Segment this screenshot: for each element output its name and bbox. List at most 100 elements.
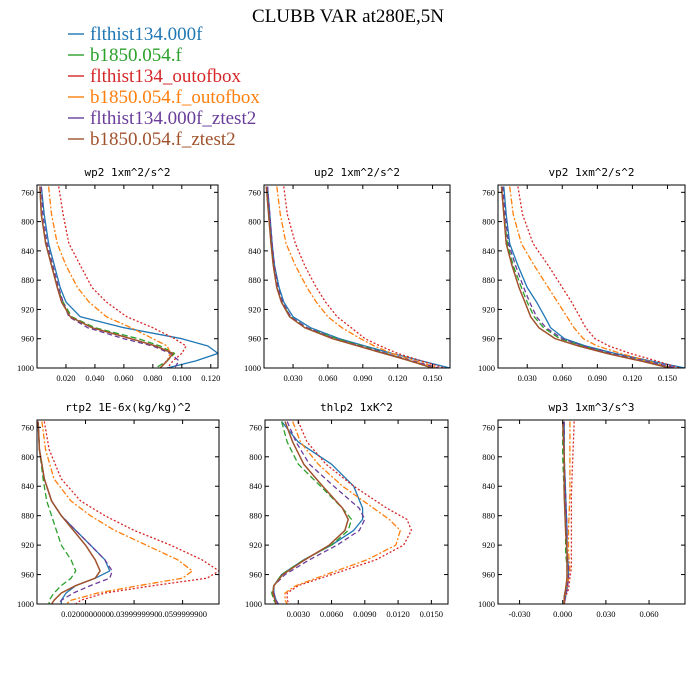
panel-title: wp3 1xm^3/s^3 bbox=[548, 401, 634, 414]
series-line bbox=[265, 186, 433, 368]
x-tick-label: 0.030 bbox=[596, 609, 615, 619]
y-tick-label: 880 bbox=[482, 275, 495, 285]
y-tick-label: 760 bbox=[248, 187, 261, 197]
y-tick-label: 1000 bbox=[244, 363, 261, 373]
y-tick-label: 920 bbox=[482, 540, 495, 550]
series-line bbox=[273, 421, 366, 604]
y-tick-label: 840 bbox=[21, 481, 34, 491]
panel: vp2 1xm^2/s^2 760 800 840 880 920 960 1000 0.030… bbox=[478, 166, 686, 383]
series-line bbox=[500, 186, 670, 368]
series-line bbox=[503, 186, 685, 368]
series-line bbox=[284, 421, 401, 604]
panel: rtp2 1E-6x(kg/kg)^2 760 800 840 880 920 960 100… bbox=[17, 401, 220, 619]
x-tick-label: 0.0150 bbox=[420, 609, 443, 619]
x-tick-label: 0.0120 bbox=[386, 609, 409, 619]
plot-frame bbox=[497, 419, 686, 605]
y-tick-label: 1000 bbox=[17, 363, 34, 373]
plot-frame bbox=[36, 184, 219, 369]
y-tick-label: 840 bbox=[482, 246, 495, 256]
panel: wp2 1xm^2/s^2 760 800 840 880 920 960 1000 0.020… bbox=[17, 166, 220, 383]
series-line bbox=[266, 186, 450, 368]
panel-title: thlp2 1xK^2 bbox=[320, 401, 393, 414]
y-tick-label: 960 bbox=[248, 334, 261, 344]
series-line bbox=[39, 186, 174, 368]
series-line bbox=[41, 421, 193, 604]
x-tick-label: 0.0399999990 bbox=[110, 609, 159, 619]
legend-entry: flthist134.000f bbox=[90, 24, 203, 45]
y-tick-label: 960 bbox=[249, 570, 262, 580]
x-tick-label: 0.150 bbox=[423, 373, 442, 383]
plot-frame bbox=[36, 419, 220, 605]
x-tick-label: 0.090 bbox=[353, 373, 372, 383]
y-tick-label: 1000 bbox=[17, 599, 34, 609]
y-tick-label: 880 bbox=[21, 511, 34, 521]
panel-title: wp2 1xm^2/s^2 bbox=[84, 166, 170, 179]
y-tick-label: 800 bbox=[248, 217, 261, 227]
series-line bbox=[276, 186, 439, 368]
x-tick-label: 0.0060 bbox=[320, 609, 343, 619]
y-tick-label: 760 bbox=[482, 187, 495, 197]
x-tick-label: 0.0200000000 bbox=[61, 609, 110, 619]
series-line bbox=[272, 421, 349, 604]
series-line bbox=[43, 421, 219, 604]
x-tick-label: 0.0599999900 bbox=[158, 609, 207, 619]
series-line bbox=[37, 421, 111, 604]
legend-entry: flthist134_outofbox bbox=[90, 66, 241, 87]
y-tick-label: 840 bbox=[482, 481, 495, 491]
y-tick-label: 1000 bbox=[245, 599, 262, 609]
y-tick-label: 760 bbox=[21, 187, 34, 197]
y-tick-label: 880 bbox=[248, 275, 261, 285]
x-tick-label: 0.120 bbox=[623, 373, 642, 383]
series-line bbox=[37, 421, 77, 604]
y-tick-label: 880 bbox=[482, 511, 495, 521]
panel-title: vp2 1xm^2/s^2 bbox=[548, 166, 634, 179]
y-tick-label: 840 bbox=[248, 246, 261, 256]
y-tick-label: 880 bbox=[249, 511, 262, 521]
legend-entry: b1850.054.f_ztest2 bbox=[90, 129, 236, 150]
x-tick-label: 0.0090 bbox=[353, 609, 376, 619]
y-tick-label: 920 bbox=[249, 540, 262, 550]
y-tick-label: 840 bbox=[21, 246, 34, 256]
y-tick-label: 960 bbox=[482, 334, 495, 344]
y-tick-label: 800 bbox=[482, 217, 495, 227]
series-line bbox=[286, 421, 413, 604]
x-tick-label: 0.090 bbox=[588, 373, 607, 383]
x-tick-label: 0.000 bbox=[553, 609, 572, 619]
legend-entry: b1850.054.f bbox=[90, 45, 183, 66]
y-tick-label: 920 bbox=[482, 304, 495, 314]
series-line bbox=[40, 186, 180, 368]
legend-entry: b1850.054.f_outofbox bbox=[90, 87, 260, 108]
legend: flthist134.000fb1850.054.fflthist134_out… bbox=[68, 24, 260, 150]
series-line bbox=[37, 421, 113, 604]
x-tick-label: 0.040 bbox=[85, 373, 104, 383]
x-tick-label: 0.150 bbox=[658, 373, 677, 383]
y-tick-label: 800 bbox=[249, 452, 262, 462]
y-tick-label: 800 bbox=[21, 452, 34, 462]
panel: thlp2 1xK^2 760 800 840 880 920 960 1000 0.0030 0… bbox=[245, 401, 449, 619]
y-tick-label: 960 bbox=[482, 570, 495, 580]
series-line bbox=[273, 421, 364, 604]
x-tick-label: 0.060 bbox=[553, 373, 572, 383]
series-line bbox=[502, 186, 677, 368]
series-line bbox=[265, 186, 433, 368]
y-tick-label: 960 bbox=[21, 334, 34, 344]
x-tick-label: 0.120 bbox=[388, 373, 407, 383]
x-tick-label: 0.020 bbox=[56, 373, 75, 383]
y-tick-label: 1000 bbox=[478, 599, 495, 609]
x-tick-label: 0.080 bbox=[143, 373, 162, 383]
y-tick-label: 760 bbox=[482, 422, 495, 432]
x-tick-label: 0.060 bbox=[639, 609, 658, 619]
y-tick-label: 760 bbox=[21, 422, 34, 432]
x-tick-label: 0.030 bbox=[518, 373, 537, 383]
y-tick-label: 840 bbox=[249, 481, 262, 491]
series-line bbox=[266, 186, 439, 368]
plot-panels: wp2 1xm^2/s^2 760 800 840 880 920 960 1000 0.020… bbox=[17, 166, 686, 619]
x-tick-label: 0.0030 bbox=[287, 609, 310, 619]
x-tick-label: 0.060 bbox=[114, 373, 133, 383]
series-line bbox=[58, 186, 187, 368]
series-line bbox=[563, 421, 575, 604]
y-tick-label: 1000 bbox=[478, 363, 495, 373]
legend-entry: flthist134.000f_ztest2 bbox=[90, 108, 256, 129]
y-tick-label: 880 bbox=[21, 275, 34, 285]
y-tick-label: 800 bbox=[482, 452, 495, 462]
